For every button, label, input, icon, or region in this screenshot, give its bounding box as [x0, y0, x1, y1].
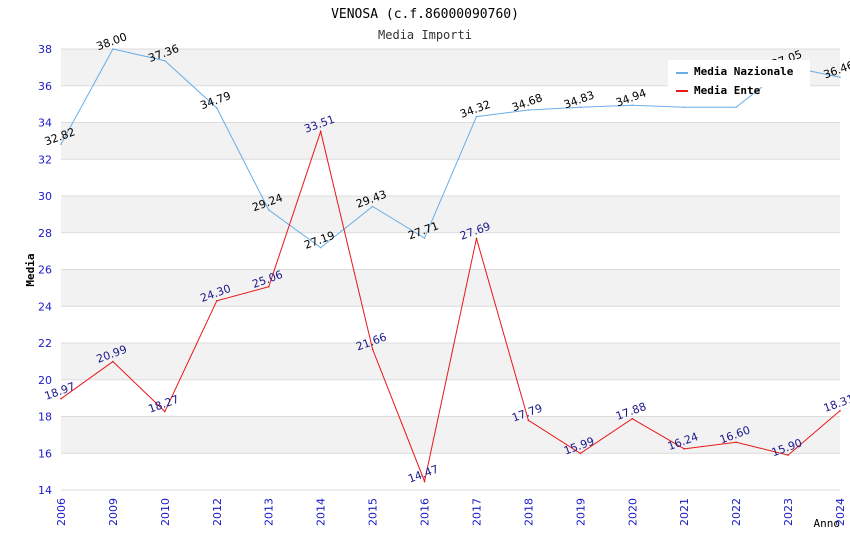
- x-axis-ticks: 2006 2009 2010 2012 2013 2014 2015 2016 2017 2018…: [55, 498, 847, 526]
- background-bands: [61, 49, 840, 454]
- x-tick-label: 2023: [782, 498, 795, 526]
- data-point: [735, 441, 737, 444]
- data-point: [683, 448, 685, 450]
- y-tick-label: 14: [38, 484, 52, 497]
- data-point: [60, 397, 62, 400]
- series-line-media-nazionale: [60, 48, 841, 249]
- background-band: [61, 122, 840, 160]
- y-tick-label: 28: [38, 227, 52, 240]
- background-band: [61, 269, 840, 307]
- x-tick-label: 2015: [367, 498, 380, 526]
- data-point: [164, 410, 166, 413]
- data-point: [112, 360, 114, 363]
- chart-subtitle: Media Importi: [378, 28, 472, 42]
- series-line-media-ente: [60, 129, 841, 484]
- data-label: 34.68: [510, 91, 544, 114]
- y-tick-label: 32: [38, 153, 52, 166]
- data-label: 34.83: [562, 88, 596, 111]
- data-point: [839, 76, 841, 79]
- y-axis-title: Media: [24, 253, 37, 286]
- data-label: 18.27: [147, 393, 181, 416]
- data-label: 18.31: [822, 392, 850, 415]
- x-tick-label: 2018: [522, 498, 535, 526]
- legend-box: [668, 60, 810, 87]
- x-tick-label: 2013: [263, 498, 276, 526]
- data-point: [112, 48, 114, 50]
- data-point: [735, 106, 737, 109]
- y-tick-label: 22: [38, 337, 52, 350]
- data-point: [60, 143, 62, 145]
- gridlines: [61, 48, 840, 491]
- background-band: [61, 416, 840, 454]
- x-tick-label: 2017: [470, 498, 483, 526]
- data-point: [579, 106, 582, 109]
- chart-title: VENOSA (c.f.86000090760): [331, 7, 519, 22]
- data-point: [371, 205, 374, 208]
- y-tick-label: 20: [38, 374, 52, 387]
- data-point: [631, 417, 634, 420]
- x-tick-label: 2012: [211, 498, 224, 526]
- x-tick-label: 2009: [107, 498, 120, 526]
- data-point: [579, 452, 582, 455]
- data-point: [631, 104, 634, 107]
- legend-label-media-nazionale: Media Nazionale: [694, 65, 794, 78]
- x-tick-label: 2019: [574, 498, 587, 526]
- data-point: [527, 419, 530, 422]
- y-tick-label: 24: [38, 300, 52, 313]
- data-point: [423, 480, 426, 483]
- data-point: [527, 109, 530, 111]
- data-point: [267, 285, 270, 288]
- y-tick-label: 16: [38, 447, 52, 460]
- y-tick-label: 18: [38, 411, 52, 424]
- data-point: [475, 237, 478, 240]
- data-point: [216, 299, 218, 302]
- x-tick-label: 2006: [55, 498, 68, 526]
- x-tick-label: 2016: [419, 498, 432, 526]
- data-point: [216, 107, 218, 109]
- y-axis-ticks: 14 16 18 20 22 24 26 28 30 32 34 36 38: [38, 43, 52, 497]
- data-point: [371, 348, 374, 351]
- background-band: [61, 196, 840, 233]
- x-axis-title: Anno: [814, 517, 841, 530]
- y-tick-label: 34: [38, 117, 52, 130]
- data-point: [319, 246, 322, 249]
- data-label: 14.47: [406, 463, 440, 486]
- x-tick-label: 2010: [159, 498, 172, 526]
- data-label: 34.79: [199, 89, 233, 112]
- data-point: [423, 237, 426, 239]
- x-tick-label: 2022: [730, 498, 743, 526]
- data-label: 34.32: [458, 98, 492, 121]
- data-point: [319, 130, 322, 133]
- data-point: [683, 106, 685, 109]
- x-tick-label: 2014: [315, 498, 328, 526]
- data-point: [475, 115, 478, 118]
- data-point: [787, 454, 789, 456]
- x-tick-label: 2024: [834, 498, 847, 526]
- legend: Media Nazionale Media Ente: [668, 60, 810, 97]
- x-tick-label: 2021: [678, 498, 691, 526]
- y-tick-label: 26: [38, 264, 52, 277]
- y-tick-label: 38: [38, 43, 52, 56]
- series-lines: [60, 48, 841, 484]
- y-tick-label: 36: [38, 80, 52, 93]
- data-point: [164, 59, 166, 62]
- x-tick-label: 2020: [626, 498, 639, 526]
- data-point: [267, 209, 270, 211]
- data-point: [839, 410, 841, 412]
- y-tick-label: 30: [38, 190, 52, 203]
- legend-label-media-ente: Media Ente: [694, 84, 761, 97]
